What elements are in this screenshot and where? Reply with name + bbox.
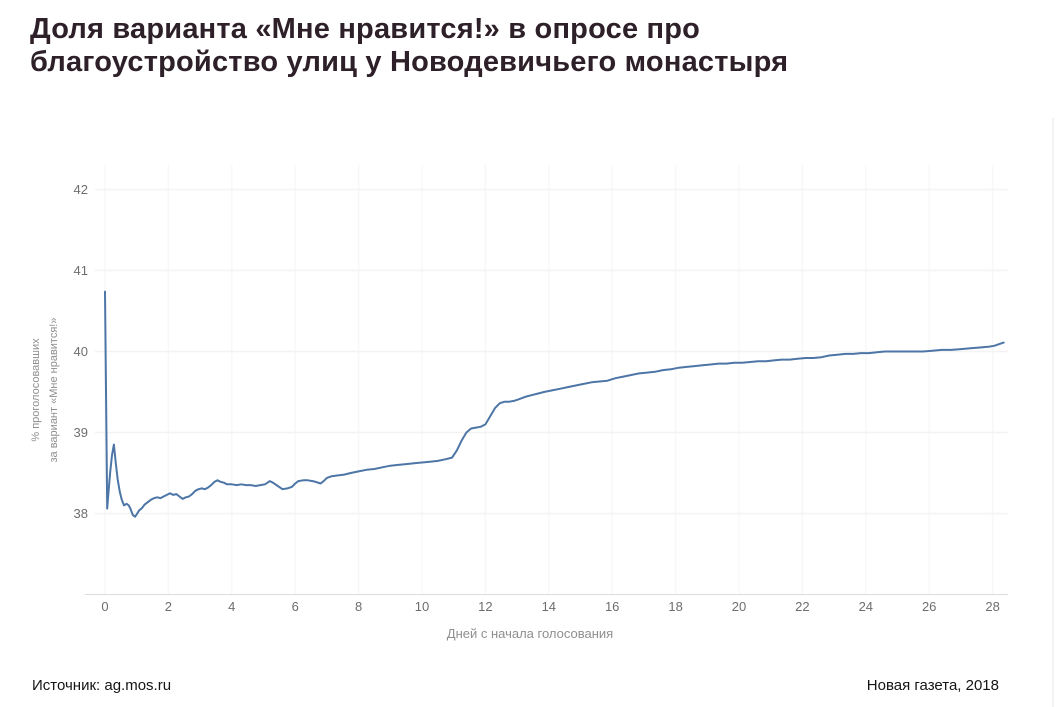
y-axis-label-line1: % проголосовавших [30,338,42,442]
page-title-line2: благоустройство улиц у Новодевичьего мон… [30,46,789,79]
y-axis-label: % проголосовавших за вариант «Мне нравит… [28,282,64,498]
page-title: Доля варианта «Мне нравится!» в опросе п… [30,13,990,79]
x-tick-label: 8 [355,599,362,614]
x-tick-label: 2 [165,599,172,614]
x-tick-label: 4 [228,599,235,614]
y-tick-label: 42 [74,182,88,197]
x-tick-label: 22 [795,599,809,614]
x-tick-label: 28 [985,599,999,614]
x-tick-label: 10 [415,599,429,614]
y-tick-label: 39 [74,425,88,440]
right-edge-divider [1052,118,1054,707]
y-tick-label: 38 [74,506,88,521]
source-note: Источник: ag.mos.ru [32,677,172,694]
credit-note: Новая газета, 2018 [866,677,999,694]
y-axis-label-line2: за вариант «Мне нравится!» [47,317,60,463]
y-tick-label: 41 [74,263,88,278]
x-tick-label: 18 [668,599,682,614]
x-tick-label: 6 [292,599,299,614]
x-tick-label: 24 [859,599,873,614]
x-tick-label: 14 [542,599,556,614]
x-tick-label: 20 [732,599,746,614]
x-tick-label: 12 [478,599,492,614]
x-tick-label: 16 [605,599,619,614]
x-tick-label: 26 [922,599,936,614]
page-title-line1: Доля варианта «Мне нравится!» в опросе п… [30,13,701,45]
x-tick-label: 0 [101,599,108,614]
vote-share-line [104,290,1005,518]
x-axis-label: Дней с начала голосования [446,626,614,641]
y-tick-label: 40 [74,344,88,359]
